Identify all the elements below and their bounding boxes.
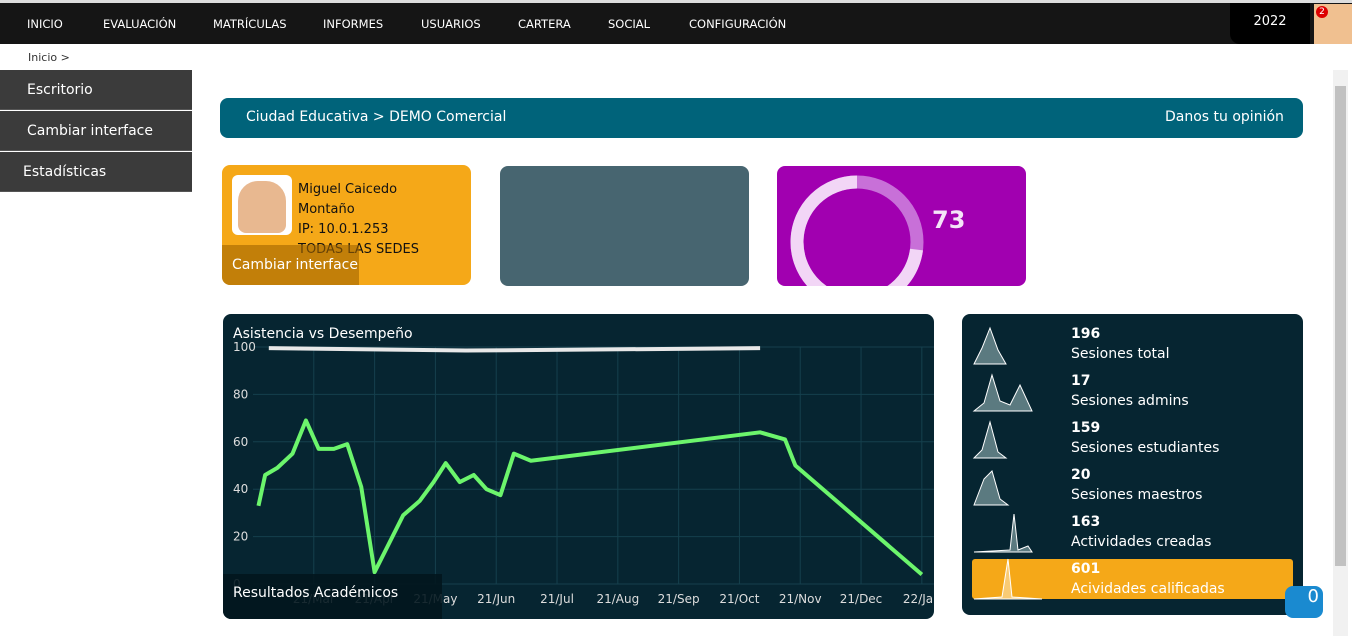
chart-title: Asistencia vs Desempeño bbox=[233, 326, 413, 342]
x-tick-label: 21/Aug bbox=[596, 592, 639, 606]
stats-panel: 196 Sesiones total 17 Sesiones admins 159 Ses… bbox=[962, 314, 1303, 615]
sparkline-shape bbox=[973, 470, 1010, 506]
profile-avatar bbox=[232, 175, 292, 235]
stat-value: 17 bbox=[1071, 373, 1091, 389]
chart-panel: Asistencia vs Desempeño 02040608010021/M… bbox=[223, 314, 934, 619]
banner-path: Ciudad Educativa > DEMO Comercial bbox=[246, 109, 507, 125]
nav-item[interactable]: USUARIOS bbox=[421, 17, 481, 31]
sidebar-item[interactable]: Cambiar interface bbox=[0, 111, 192, 151]
y-tick-label: 60 bbox=[233, 435, 248, 449]
sparkline bbox=[972, 373, 1033, 412]
sparkline bbox=[973, 470, 1010, 506]
y-tick-label: 100 bbox=[233, 340, 256, 354]
top-nav: INICIO EVALUACIÓN MATRÍCULAS INFORMES US… bbox=[0, 0, 1352, 44]
stat-label: Sesiones total bbox=[1071, 346, 1170, 362]
sparkline-shape bbox=[973, 558, 1043, 600]
stat-value: 20 bbox=[1071, 467, 1091, 483]
info-card bbox=[500, 166, 749, 286]
sidebar-item[interactable]: Escritorio bbox=[0, 70, 192, 110]
stat-label: Sesiones admins bbox=[1071, 393, 1189, 409]
stat-value: 601 bbox=[1071, 561, 1101, 577]
x-tick-label: 21/Sep bbox=[658, 592, 700, 606]
profile-card: Miguel Caicedo Montaño IP: 10.0.1.253 TO… bbox=[222, 165, 471, 285]
stat-label: Actividades creadas bbox=[1071, 534, 1212, 550]
nav-item[interactable]: INICIO bbox=[27, 17, 63, 31]
nav-item[interactable]: MATRÍCULAS bbox=[213, 17, 287, 31]
sparkline bbox=[973, 558, 1043, 600]
gauge-card: 73 bbox=[777, 166, 1026, 286]
y-tick-label: 40 bbox=[233, 482, 248, 496]
stat-value: 159 bbox=[1071, 420, 1101, 436]
sparkline-shape bbox=[973, 513, 1033, 553]
sparkline-shape bbox=[972, 420, 1008, 459]
profile-line: Miguel Caicedo bbox=[298, 182, 398, 197]
results-overlay[interactable]: Resultados Académicos bbox=[223, 574, 442, 619]
gauge-value: 73 bbox=[932, 206, 965, 234]
sparkline-shape bbox=[972, 373, 1033, 412]
series-line bbox=[256, 418, 924, 577]
y-tick-label: 80 bbox=[233, 387, 248, 401]
y-tick-label: 20 bbox=[233, 530, 248, 544]
profile-line: Montaño bbox=[298, 202, 355, 217]
sparkline bbox=[973, 326, 1007, 365]
x-tick-label: 21/Nov bbox=[779, 592, 822, 606]
change-interface-button[interactable]: Cambiar interface bbox=[222, 245, 359, 285]
sparkline bbox=[972, 420, 1008, 459]
badge: 2 bbox=[1316, 6, 1328, 18]
feedback[interactable]: Danos tu opinión bbox=[1165, 109, 1284, 125]
banner: Ciudad Educativa > DEMO Comercial Danos … bbox=[220, 98, 1303, 138]
profile-line: IP: 10.0.1.253 bbox=[298, 222, 389, 237]
stat-value: 163 bbox=[1071, 514, 1101, 530]
stat-highlight bbox=[972, 559, 1293, 599]
scroll-thumb[interactable] bbox=[1335, 86, 1346, 566]
x-tick-label: 21/Jul bbox=[540, 592, 574, 606]
gauge-arc bbox=[790, 175, 923, 286]
breadcrumb[interactable]: Inicio > bbox=[28, 51, 70, 64]
stat-value: 196 bbox=[1071, 326, 1101, 342]
stat-label: Sesiones maestros bbox=[1071, 487, 1203, 503]
face bbox=[238, 181, 286, 233]
nav-item[interactable]: CONFIGURACIÓN bbox=[689, 17, 787, 31]
x-tick-label: 21/Dec bbox=[840, 592, 883, 606]
chat-button[interactable]: 0 bbox=[1285, 586, 1323, 618]
x-tick-label: 22/Jan bbox=[903, 592, 934, 606]
nav-item[interactable]: EVALUACIÓN bbox=[103, 17, 177, 31]
nav-item[interactable]: SOCIAL bbox=[608, 17, 651, 31]
stat-label: Acividades calificadas bbox=[1071, 581, 1225, 597]
nav-item[interactable]: INFORMES bbox=[323, 17, 384, 31]
year[interactable]: 2022 bbox=[1230, 3, 1310, 44]
stat-label: Sesiones estudiantes bbox=[1071, 440, 1220, 456]
x-tick-label: 21/Jun bbox=[477, 592, 515, 606]
scrollbar[interactable] bbox=[1333, 70, 1348, 636]
gauge: 73 bbox=[790, 175, 965, 286]
sparkline-shape bbox=[973, 326, 1007, 365]
x-tick-label: 21/Oct bbox=[719, 592, 759, 606]
sparkline bbox=[973, 513, 1033, 553]
series-line bbox=[268, 346, 761, 353]
sidebar-item[interactable]: Estadísticas Académicas bbox=[0, 152, 192, 220]
nav-item[interactable]: CARTERA bbox=[518, 17, 571, 31]
